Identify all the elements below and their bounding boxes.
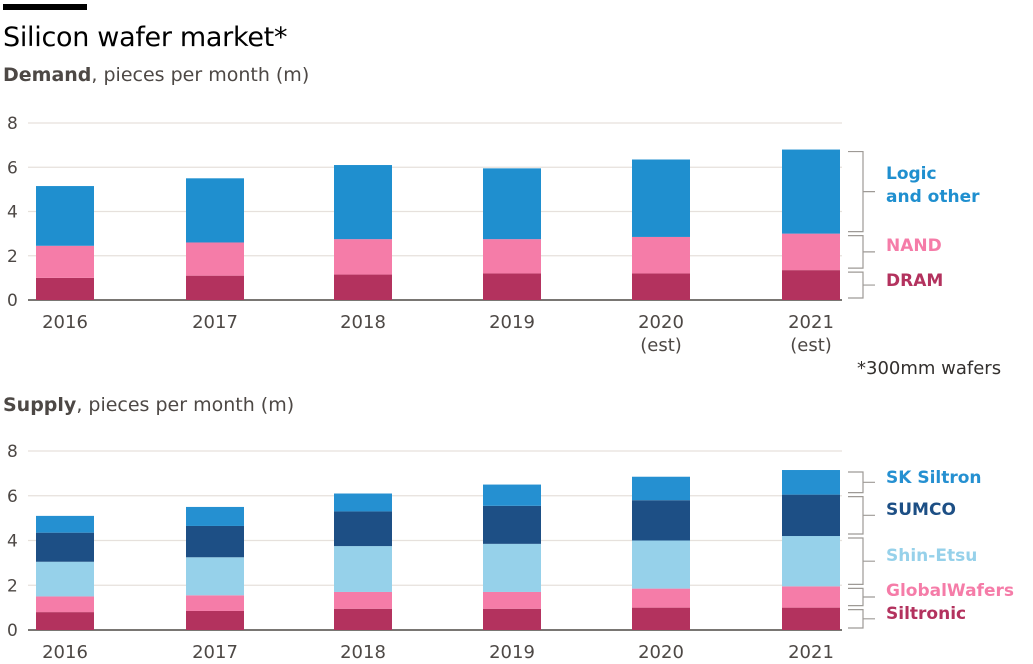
demand-ytick-label: 0 xyxy=(7,291,18,311)
demand-legend-label-logic-and-other: and other xyxy=(886,187,980,207)
supply-bar-shin-etsu-2018 xyxy=(334,546,392,592)
supply-ytick-label: 2 xyxy=(7,576,18,596)
supply-xtick-label: 2018 xyxy=(340,642,386,663)
demand-legend-bracket-dram xyxy=(848,271,875,299)
demand-subtitle-rest: , pieces per month (m) xyxy=(91,64,310,86)
supply-xtick-label: 2017 xyxy=(192,642,238,663)
supply-legend-bracket-shin-etsu xyxy=(848,537,875,585)
supply-bar-siltronic-2021 xyxy=(782,607,840,630)
supply-bar-shin-etsu-2019 xyxy=(483,543,541,592)
page-title: Silicon wafer market* xyxy=(3,22,288,53)
demand-xtick-label: 2016 xyxy=(42,312,88,333)
supply-bar-sumco-2017 xyxy=(186,525,244,558)
supply-bar-globalwafers-2019 xyxy=(483,591,541,609)
demand-bar-logic-and-other-2018 xyxy=(334,165,392,240)
supply-bar-sk-siltron-2019 xyxy=(483,484,541,506)
demand-xtick-label: 2017 xyxy=(192,312,238,333)
demand-bar-logic-and-other-2019 xyxy=(483,168,541,240)
demand-bar-logic-and-other-2016 xyxy=(36,186,94,246)
supply-bar-sumco-2021 xyxy=(782,494,840,537)
demand-bar-nand-2016 xyxy=(36,245,94,278)
demand-xtick-label: 2019 xyxy=(489,312,535,333)
demand-legend-label-dram: DRAM xyxy=(886,271,943,291)
supply-bar-sk-siltron-2016 xyxy=(36,515,94,533)
demand-bar-dram-2021 xyxy=(782,270,840,300)
supply-bar-sk-siltron-2020 xyxy=(632,476,690,501)
supply-bar-sk-siltron-2017 xyxy=(186,506,244,526)
supply-legend-bracket-sk-siltron xyxy=(848,471,875,494)
demand-bar-nand-2018 xyxy=(334,239,392,275)
demand-bar-dram-2017 xyxy=(186,275,244,300)
demand-xtick-label: 2020 xyxy=(638,312,684,333)
supply-bar-globalwafers-2020 xyxy=(632,588,690,608)
supply-legend-label-sk-siltron: SK Siltron xyxy=(886,468,982,488)
supply-legend-label-siltronic: Siltronic xyxy=(886,604,966,624)
supply-subtitle: Supply, pieces per month (m) xyxy=(3,394,294,416)
demand-ytick-label: 8 xyxy=(7,114,18,134)
demand-legend-label-nand: NAND xyxy=(886,236,942,256)
supply-legend-bracket-globalwafers xyxy=(848,587,875,607)
demand-ytick-label: 2 xyxy=(7,247,18,267)
supply-xtick-label: 2020 xyxy=(638,642,684,663)
supply-bar-siltronic-2018 xyxy=(334,608,392,630)
supply-bar-siltronic-2020 xyxy=(632,607,690,630)
demand-subtitle: Demand, pieces per month (m) xyxy=(3,64,309,86)
demand-ytick-label: 6 xyxy=(7,158,18,178)
supply-subtitle-bold: Supply xyxy=(3,394,77,416)
supply-bar-sk-siltron-2021 xyxy=(782,470,840,495)
demand-xtick-sublabel: (est) xyxy=(790,335,832,356)
supply-bar-globalwafers-2017 xyxy=(186,595,244,611)
supply-bar-shin-etsu-2017 xyxy=(186,557,244,596)
demand-xtick-label: 2018 xyxy=(340,312,386,333)
supply-bar-sk-siltron-2018 xyxy=(334,493,392,512)
demand-bar-dram-2018 xyxy=(334,274,392,300)
demand-bar-dram-2016 xyxy=(36,277,94,300)
demand-bar-logic-and-other-2021 xyxy=(782,149,840,234)
demand-bar-dram-2020 xyxy=(632,273,690,300)
demand-bar-nand-2021 xyxy=(782,233,840,271)
demand-legend-label-logic-and-other: Logic xyxy=(886,164,937,184)
supply-legend-bracket-sumco xyxy=(848,496,875,535)
supply-bar-siltronic-2016 xyxy=(36,612,94,630)
demand-legend-bracket-nand xyxy=(848,235,875,269)
supply-ytick-label: 8 xyxy=(7,442,18,462)
demand-legend-bracket-logic-and-other xyxy=(848,150,875,233)
supply-bar-globalwafers-2021 xyxy=(782,586,840,608)
demand-bar-nand-2017 xyxy=(186,242,244,276)
supply-bar-shin-etsu-2016 xyxy=(36,561,94,597)
supply-legend-label-shin-etsu: Shin-Etsu xyxy=(886,546,977,566)
supply-bar-siltronic-2019 xyxy=(483,608,541,630)
footnote: *300mm wafers xyxy=(857,358,1002,379)
supply-ytick-label: 0 xyxy=(7,621,18,641)
demand-bar-logic-and-other-2017 xyxy=(186,178,244,243)
supply-bar-globalwafers-2018 xyxy=(334,591,392,609)
demand-bar-logic-and-other-2020 xyxy=(632,159,690,237)
supply-bar-sumco-2019 xyxy=(483,505,541,544)
supply-bar-globalwafers-2016 xyxy=(36,596,94,613)
demand-bar-dram-2019 xyxy=(483,273,541,300)
demand-xtick-sublabel: (est) xyxy=(640,335,682,356)
supply-legend-label-sumco: SUMCO xyxy=(886,500,956,520)
supply-legend-label-globalwafers: GlobalWafers xyxy=(886,581,1014,601)
demand-bar-nand-2019 xyxy=(483,239,541,274)
demand-ytick-label: 4 xyxy=(7,203,18,223)
supply-xtick-label: 2016 xyxy=(42,642,88,663)
supply-xtick-label: 2021 xyxy=(788,642,834,663)
supply-bar-shin-etsu-2021 xyxy=(782,536,840,587)
demand-subtitle-bold: Demand xyxy=(3,64,92,86)
supply-subtitle-rest: , pieces per month (m) xyxy=(76,394,295,416)
supply-bar-sumco-2016 xyxy=(36,532,94,562)
supply-ytick-label: 6 xyxy=(7,487,18,507)
demand-xtick-label: 2021 xyxy=(788,312,834,333)
supply-bar-shin-etsu-2020 xyxy=(632,540,690,589)
supply-bar-siltronic-2017 xyxy=(186,610,244,630)
demand-bar-nand-2020 xyxy=(632,236,690,274)
supply-bar-sumco-2018 xyxy=(334,511,392,547)
brand-bar xyxy=(3,4,87,10)
supply-xtick-label: 2019 xyxy=(489,642,535,663)
supply-legend-bracket-siltronic xyxy=(848,609,875,629)
supply-ytick-label: 4 xyxy=(7,532,18,552)
supply-bar-sumco-2020 xyxy=(632,500,690,541)
